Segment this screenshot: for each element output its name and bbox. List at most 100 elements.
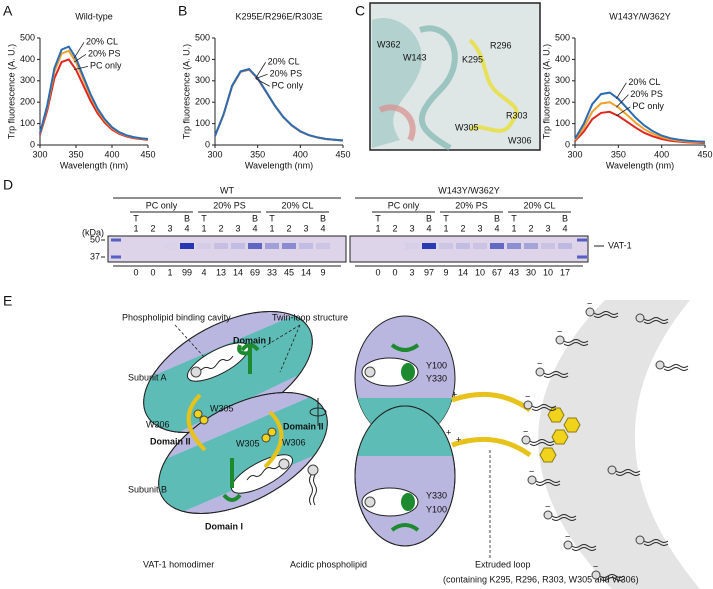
- protein-band: [405, 243, 419, 249]
- panel-letter: C: [355, 3, 365, 19]
- charts: 0 100 200 300 400 500 300 350 400 450 Wild-type Wav…: [6, 11, 712, 170]
- lane-number: 3: [545, 223, 550, 233]
- protein-band: [473, 243, 487, 249]
- diagram-label: Twin-loop structure: [272, 312, 348, 322]
- lane-letter: T: [201, 213, 207, 223]
- x-tick-label: 400: [104, 149, 119, 159]
- lane-letter: T: [269, 213, 275, 223]
- band-percent: 0: [392, 267, 397, 277]
- charge: −: [523, 426, 528, 436]
- x-tick-label: 300: [32, 149, 47, 159]
- label-leader: [255, 78, 270, 87]
- protein-band: [231, 243, 245, 249]
- lane-letter: T: [443, 213, 449, 223]
- band-percent: 33: [267, 267, 277, 277]
- trp-residue: [261, 433, 271, 443]
- band-percent: 0: [133, 267, 138, 277]
- band-percent: 69: [250, 267, 260, 277]
- group-label: 20% PS: [455, 200, 488, 210]
- protein-band: [456, 243, 470, 249]
- y-axis-label: Trp fluorescence (A. U.): [541, 44, 551, 139]
- series-label: 20% CL: [268, 57, 300, 67]
- y-tick-label: 100: [20, 118, 35, 128]
- residue-label: Y100: [426, 504, 447, 514]
- series-line: [214, 67, 344, 142]
- residue-label: R296: [490, 40, 512, 50]
- lane-number: 4: [320, 223, 325, 233]
- label-leader: [73, 53, 87, 63]
- trp-residue: [193, 409, 203, 419]
- diagram-label: Acidic phospholipid: [290, 559, 367, 569]
- lipid-head: [585, 307, 595, 317]
- y-tick-label: 300: [555, 75, 570, 85]
- series-label: 20% PS: [88, 49, 121, 59]
- x-tick-label: 350: [611, 149, 626, 159]
- charge: −: [587, 298, 592, 308]
- diagram-label: (containing K295, R296, R303, W305 and W…: [443, 574, 639, 584]
- charge: +: [452, 389, 457, 399]
- lipid-tail: [663, 364, 689, 371]
- band-percent: 14: [458, 267, 468, 277]
- lane-letter: T: [133, 213, 139, 223]
- lipid-head: [555, 335, 565, 345]
- x-tick-label: 450: [697, 149, 712, 159]
- label-leader: [73, 65, 89, 71]
- domain-label: Domain I: [205, 521, 243, 531]
- band-percent: 43: [509, 267, 519, 277]
- gel-image: [107, 235, 347, 263]
- protein-band: [299, 243, 313, 249]
- lipid-tail: [200, 355, 234, 371]
- y-tick-label: 500: [555, 32, 570, 42]
- diagram-label: VAT-1 homodimer: [143, 559, 214, 569]
- residue-label: Y100: [426, 360, 447, 370]
- y-tick-label: 400: [20, 54, 35, 64]
- series-label: PC only: [272, 81, 304, 91]
- lane-number: 3: [167, 223, 172, 233]
- lipid-tail: [593, 311, 619, 318]
- lane-letter: B: [494, 213, 500, 223]
- domain-label: Domain II: [150, 436, 191, 446]
- panel-letters: A B C D E: [3, 3, 365, 309]
- lipid-tail: [543, 371, 569, 378]
- residue-label: W306: [146, 419, 170, 429]
- group-label: 20% CL: [281, 200, 313, 210]
- membrane-lipids: − − − − − − − − −: [521, 298, 689, 581]
- lipid-head: [364, 496, 376, 508]
- lane-letter: T: [511, 213, 517, 223]
- series-line: [574, 110, 706, 145]
- charge: −: [545, 501, 550, 511]
- lipid-head: [635, 535, 645, 545]
- blot-title: WT: [220, 185, 234, 195]
- lane-number: 3: [303, 223, 308, 233]
- loop: [186, 393, 207, 452]
- protein-band: [316, 243, 330, 249]
- band-percent: 10: [475, 267, 485, 277]
- lipid-icon-tail: [309, 474, 317, 506]
- x-tick-label: 450: [335, 149, 350, 159]
- protein-band: [422, 243, 436, 249]
- x-tick-label: 350: [250, 149, 265, 159]
- panel-letter: E: [3, 293, 12, 309]
- gel-unit: (kDa): [82, 227, 104, 237]
- chart-title: W143Y/W362Y: [609, 11, 671, 21]
- lane-number: 2: [528, 223, 533, 233]
- x-axis-label: Wavelength (nm): [245, 160, 313, 170]
- lane-number: 3: [235, 223, 240, 233]
- lipid-tail: [643, 539, 669, 546]
- residue-label: R303: [506, 110, 528, 120]
- lipid-head: [523, 400, 533, 410]
- green-motif: [222, 458, 242, 502]
- lipid-head: [563, 540, 573, 550]
- band-percent: 9: [320, 267, 325, 277]
- loop-ribbon: [468, 38, 519, 133]
- residue-label: Y330: [426, 490, 447, 500]
- membrane: [538, 300, 700, 589]
- band-percent: 13: [216, 267, 226, 277]
- y-tick-label: 100: [555, 118, 570, 128]
- lane-number: 4: [184, 223, 189, 233]
- y-axis-label: Trp fluorescence (A. U.): [181, 44, 191, 139]
- protein-band: [265, 243, 279, 249]
- series-label: 20% PS: [270, 69, 303, 79]
